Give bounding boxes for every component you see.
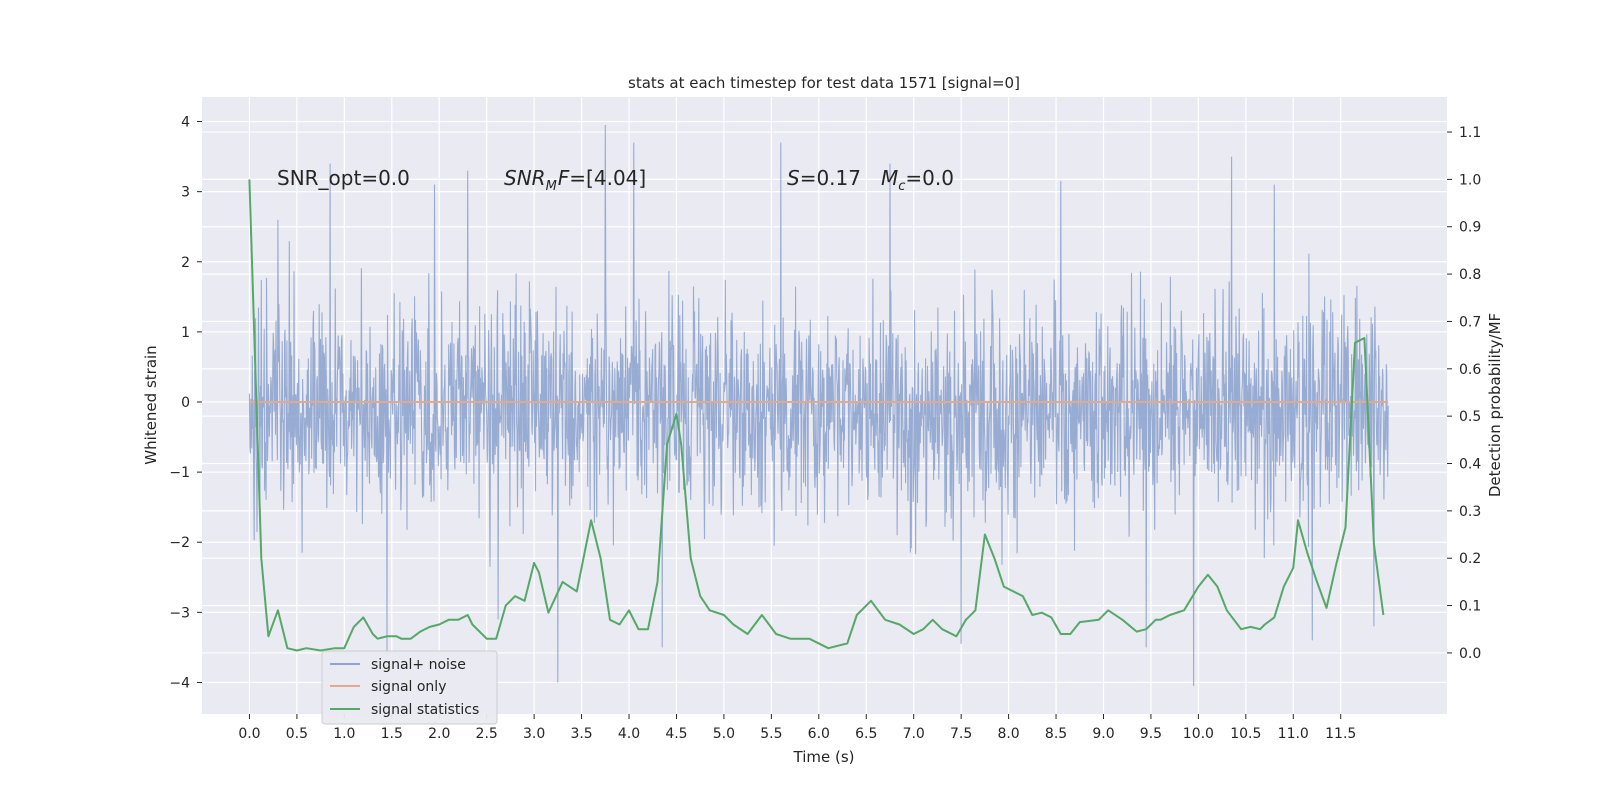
x-tick-label: 4.0 — [618, 726, 640, 742]
legend-label-signal-statistics: signal statistics — [371, 702, 479, 718]
y-tick-label: −3 — [169, 605, 190, 621]
y2-tick-label: 0.1 — [1459, 599, 1481, 615]
signal-plus-noise-line — [248, 124, 1389, 687]
x-tick-label: 8.5 — [1045, 726, 1067, 742]
annotation-s: S=0.17 — [787, 166, 861, 190]
x-tick-label: 9.0 — [1092, 726, 1114, 742]
x-tick-label: 7.0 — [903, 726, 925, 742]
y2-tick-label: 1.1 — [1459, 125, 1481, 141]
x-tick-label: 11.0 — [1278, 726, 1309, 742]
legend-label-signal-plus-noise: signal+ noise — [371, 657, 466, 673]
y2-axis-label: Detection probability/MF — [1486, 313, 1504, 497]
x-tick-label: 10.5 — [1230, 726, 1261, 742]
x-tick-label: 4.5 — [665, 726, 687, 742]
y-tick-label: −2 — [169, 535, 190, 551]
x-tick-label: 11.5 — [1325, 726, 1356, 742]
x-axis-label: Time (s) — [793, 748, 855, 766]
signal-statistics-line — [248, 179, 1385, 652]
y-tick-label: 0 — [181, 395, 190, 411]
x-tick-label: 3.0 — [523, 726, 545, 742]
x-tick-label: 8.0 — [997, 726, 1019, 742]
x-tick-label: 6.0 — [808, 726, 830, 742]
annotation-snr-mf: SNRMF=[4.04] — [504, 166, 646, 194]
y-axis-label: Whitened strain — [142, 345, 160, 464]
ticks: 0.0 0.5 1.0 1.5 2.0 2.5 3.0 3.5 4.0 4.5 5.0 5.5 6.0 6… — [169, 115, 1481, 742]
x-tick-label: 9.5 — [1140, 726, 1162, 742]
x-tick-label: 2.5 — [476, 726, 498, 742]
y-tick-label: 1 — [181, 325, 190, 341]
line-layer — [248, 179, 1389, 652]
x-tick-label: 2.0 — [428, 726, 450, 742]
y-tick-label: 3 — [181, 185, 190, 201]
y2-tick-label: 1.0 — [1459, 172, 1481, 188]
y-tick-label: 2 — [181, 255, 190, 271]
x-tick-label: 10.0 — [1183, 726, 1214, 742]
x-tick-label: 0.0 — [238, 726, 260, 742]
signal-plus-noise-series — [248, 124, 1389, 687]
chart-title: stats at each timestep for test data 157… — [628, 74, 1020, 92]
y2-tick-label: 0.5 — [1459, 409, 1481, 425]
x-tick-label: 1.5 — [381, 726, 403, 742]
y2-tick-label: 0.8 — [1459, 267, 1481, 283]
x-tick-label: 5.5 — [760, 726, 782, 742]
legend-box — [321, 650, 498, 725]
y2-tick-label: 0.2 — [1459, 551, 1481, 567]
x-tick-label: 5.0 — [713, 726, 735, 742]
x-tick-label: 1.0 — [333, 726, 355, 742]
x-tick-label: 3.5 — [570, 726, 592, 742]
annotation-snr-opt: SNR_opt=0.0 — [277, 166, 410, 190]
y2-tick-label: 0.3 — [1459, 504, 1481, 520]
annotation-mc: Mc=0.0 — [881, 166, 954, 194]
legend-label-signal-only: signal only — [371, 679, 446, 695]
y-tick-label: 4 — [181, 115, 190, 131]
legend: signal+ noise signal only signal statist… — [321, 650, 498, 725]
y2-tick-label: 0.4 — [1459, 457, 1481, 473]
y-tick-label: −4 — [169, 675, 190, 691]
x-tick-label: 0.5 — [286, 726, 308, 742]
y2-tick-label: 0.9 — [1459, 220, 1481, 236]
y2-tick-label: 0.0 — [1459, 646, 1481, 662]
y-tick-label: −1 — [169, 465, 190, 481]
y2-tick-label: 0.6 — [1459, 362, 1481, 378]
x-tick-label: 7.5 — [950, 726, 972, 742]
y2-tick-label: 0.7 — [1459, 314, 1481, 330]
x-tick-label: 6.5 — [855, 726, 877, 742]
